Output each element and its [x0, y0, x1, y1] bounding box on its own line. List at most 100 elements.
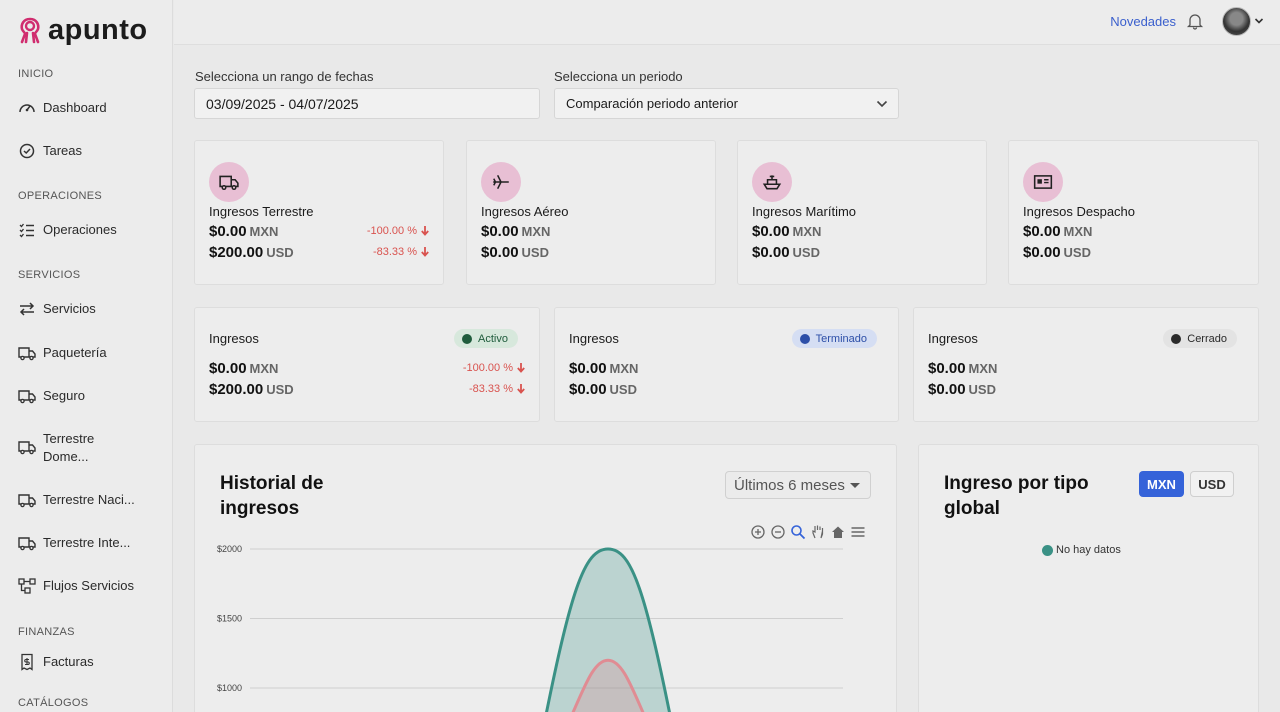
brand-name: apunto — [48, 14, 148, 46]
amount-mxn: $0.00 MXN — [209, 223, 278, 240]
truck-icon — [18, 390, 36, 404]
checklist-icon — [19, 223, 34, 238]
icon-circle — [481, 162, 521, 202]
change-value: -83.33 % — [372, 246, 417, 258]
change-value: -100.00 % — [462, 362, 513, 374]
magnifier-icon[interactable] — [790, 524, 806, 540]
logo[interactable]: apunto — [18, 14, 148, 47]
amount-value: $0.00 — [209, 360, 247, 377]
speedometer-icon — [19, 104, 35, 113]
currency-code: MXN — [609, 361, 639, 376]
sidebar-item-label: Seguro — [43, 388, 85, 403]
topbar: Novedades — [174, 0, 1280, 45]
icon-circle — [752, 162, 792, 202]
amount-value: $0.00 — [928, 360, 966, 377]
sidebar-item-operaciones[interactable]: Operaciones — [18, 221, 163, 239]
currency-code: MXN — [792, 224, 822, 239]
change-usd: -83.33 % — [469, 383, 525, 395]
status-dot — [799, 333, 810, 344]
amount-mxn: $0.00 MXN — [569, 360, 638, 377]
amount-value: $0.00 — [752, 223, 790, 240]
sidebar-item-flujos-servicios[interactable]: Flujos Servicios — [18, 577, 163, 595]
label-line-1: Terrestre — [43, 431, 95, 446]
card-title: Ingresos — [928, 331, 978, 346]
amount-mxn: $0.00 MXN — [752, 223, 821, 240]
sidebar-item-label: Facturas — [43, 654, 94, 669]
zoom-in-icon[interactable] — [750, 524, 766, 540]
amount-value: $0.00 — [1023, 223, 1061, 240]
amount-value: $0.00 — [569, 360, 607, 377]
section-inicio: INICIO — [18, 68, 54, 80]
sidebar-item-label: Terrestre Inte... — [43, 535, 131, 550]
legend-dot — [1042, 544, 1053, 556]
sidebar-item-terrestre-internacional[interactable]: Terrestre Inte... — [18, 534, 163, 552]
pan-hand-icon[interactable] — [810, 524, 826, 540]
currency-toggle-mxn[interactable]: MXN — [1139, 471, 1184, 497]
check-circle-icon — [19, 143, 35, 159]
sidebar-item-terrestre-nacional[interactable]: Terrestre Naci... — [18, 491, 163, 509]
legend-empty: No hay datos — [1042, 544, 1121, 556]
bell-icon[interactable] — [1186, 12, 1204, 30]
amount-mxn: $0.00 MXN — [209, 360, 278, 377]
currency-code: USD — [521, 245, 549, 260]
change-value: -100.00 % — [366, 225, 417, 237]
change-usd: -83.33 % — [373, 246, 429, 258]
label-line-2: Dome... — [43, 449, 89, 464]
section-operaciones: OPERACIONES — [18, 190, 102, 202]
sidebar-item-label: Terrestre Dome... — [43, 430, 94, 466]
title-line-2: ingresos — [220, 498, 300, 519]
date-range-label: Selecciona un rango de fechas — [195, 69, 374, 84]
amount-usd: $0.00 USD — [928, 381, 996, 398]
section-catalogos: CATÁLOGOS — [18, 697, 89, 709]
status-card-cerrado: Ingresos Cerrado $0.00 MXN $0.00 USD — [913, 307, 1259, 422]
chevron-down-icon[interactable] — [1254, 16, 1264, 26]
status-badge: Cerrado — [1163, 329, 1237, 348]
history-title: Historial de ingresos — [220, 471, 323, 521]
amount-usd: $0.00 USD — [481, 244, 549, 261]
id-card-icon — [1033, 175, 1053, 189]
sidebar-item-label: Paquetería — [43, 345, 107, 360]
status-dot — [462, 333, 473, 344]
sidebar-item-servicios[interactable]: Servicios — [18, 300, 163, 318]
ship-icon — [762, 175, 782, 190]
income-card-maritimo: Ingresos Marítimo $0.00 MXN $0.00 USD — [737, 140, 987, 285]
amount-usd: $0.00 USD — [752, 244, 820, 261]
sidebar-item-paqueteria[interactable]: Paquetería — [18, 344, 163, 362]
avatar[interactable] — [1222, 7, 1251, 36]
amount-value: $0.00 — [481, 244, 519, 261]
status-card-activo: Ingresos Activo $0.00 MXN -100.00 % $200.… — [194, 307, 540, 422]
currency-toggle-usd[interactable]: USD — [1190, 471, 1234, 497]
currency-code: MXN — [249, 224, 279, 239]
caret-down-icon — [850, 483, 860, 488]
sidebar-item-terrestre-domestico[interactable]: Terrestre Dome... — [18, 430, 163, 466]
amount-value: $0.00 — [752, 244, 790, 261]
sidebar-item-label: Dashboard — [43, 100, 107, 115]
card-title: Ingresos Aéreo — [481, 204, 569, 219]
card-title: Ingresos Marítimo — [752, 204, 857, 219]
airplane-icon — [493, 174, 509, 190]
change-mxn: -100.00 % — [463, 362, 525, 374]
period-label: Selecciona un periodo — [554, 69, 683, 84]
period-select[interactable]: Comparación periodo anterior — [554, 88, 899, 119]
section-servicios: SERVICIOS — [18, 269, 81, 281]
y-tick-label: $2000 — [217, 544, 242, 554]
sidebar-item-tareas[interactable]: Tareas — [18, 142, 163, 160]
date-range-input[interactable]: 03/09/2025 - 04/07/2025 — [194, 88, 540, 119]
range-select[interactable]: Últimos 6 meses — [725, 471, 871, 499]
zoom-out-icon[interactable] — [770, 524, 786, 540]
home-icon[interactable] — [830, 524, 846, 540]
currency-code: MXN — [968, 361, 998, 376]
amount-mxn: $0.00 MXN — [1023, 223, 1092, 240]
menu-icon[interactable] — [850, 524, 866, 540]
y-tick-label: $1000 — [217, 683, 242, 693]
sidebar-item-label: Flujos Servicios — [43, 578, 135, 593]
truck-icon — [18, 441, 36, 455]
sidebar-item-dashboard[interactable]: Dashboard — [18, 99, 163, 117]
income-by-type-card: Ingreso por tipo global MXN USD No hay da… — [918, 444, 1259, 712]
sidebar-item-seguro[interactable]: Seguro — [18, 387, 163, 405]
sidebar-item-facturas[interactable]: Facturas — [18, 653, 163, 671]
arrow-down-icon — [517, 363, 525, 373]
amount-value: $0.00 — [481, 223, 519, 240]
novedades-link[interactable]: Novedades — [1110, 14, 1176, 29]
chart-toolbar — [750, 524, 866, 540]
